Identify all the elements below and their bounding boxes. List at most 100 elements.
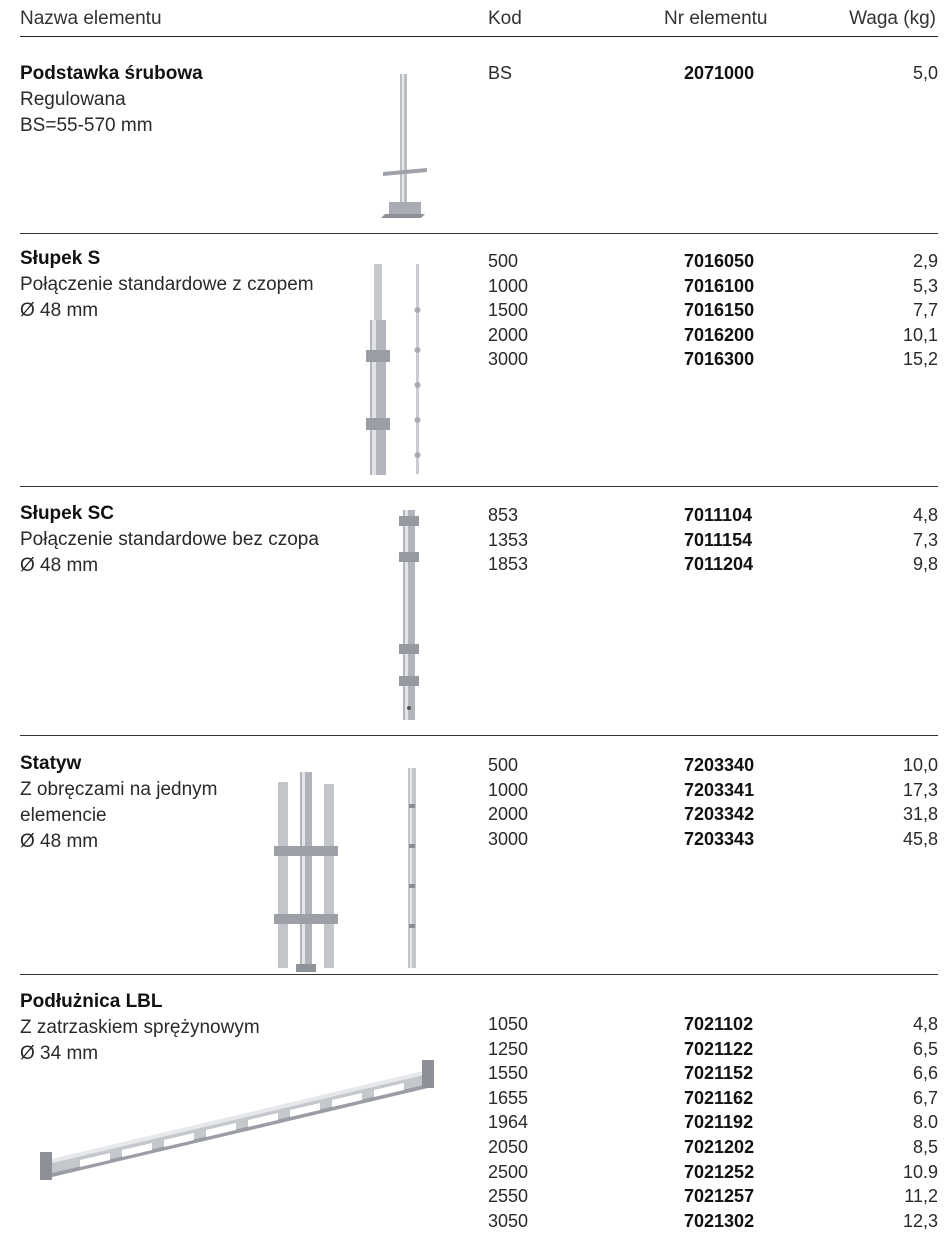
nr-cell: 7021302: [684, 1210, 755, 1231]
nr-cell: 7016050: [684, 251, 755, 271]
waga-cell: 4,8: [912, 1014, 938, 1034]
item-desc-line: Połączenie standardowe bez czopa: [20, 529, 319, 550]
waga-cell: 11,2: [904, 1186, 938, 1207]
item-slupek-sc: Słupek SC Połączenie standardowe bez czo…: [20, 501, 390, 579]
item-desc-line: Ø 48 mm: [20, 555, 99, 576]
item-slupek-s: Słupek S Połączenie standardowe z czopem…: [20, 246, 390, 324]
kod-cell: 1964: [488, 1112, 529, 1133]
kod-cell: 1050: [488, 1014, 529, 1034]
waga-cell: 17,3: [902, 779, 938, 800]
section-divider: [20, 974, 938, 975]
nr-cell: 7021202: [684, 1136, 755, 1157]
nr-cell: 7203340: [684, 755, 755, 775]
waga-cell: 12,3: [902, 1210, 938, 1231]
kod-cell: BS: [488, 63, 513, 83]
table-row: 1550 7021152 6,6: [488, 1061, 940, 1086]
kod-cell: 500: [488, 755, 519, 775]
kod-cell: 1000: [488, 275, 529, 296]
rows-podluznica: 1050 7021102 4,8 1250 7021122 6,5 1550 7…: [488, 1012, 940, 1233]
kod-cell: 3000: [488, 828, 529, 849]
waga-cell: 10,1: [902, 324, 938, 345]
item-desc-line: Ø 48 mm: [20, 831, 99, 852]
table-row: 1050 7021102 4,8: [488, 1012, 940, 1037]
item-desc-line: Ø 34 mm: [20, 1043, 99, 1064]
waga-cell: 6,6: [912, 1063, 938, 1084]
waga-cell: 6,5: [912, 1038, 938, 1059]
nr-cell: 7011104: [684, 505, 753, 525]
kod-cell: 1000: [488, 779, 529, 800]
item-podstawka: Podstawka śrubowa Regulowana BS=55-570 m…: [20, 61, 390, 139]
nr-cell: 7011154: [684, 529, 753, 550]
item-podluznica-lbl: Podłużnica LBL Z zatrzaskiem sprężynowym…: [20, 989, 390, 1067]
item-name: Statyw: [20, 753, 82, 774]
nr-cell: 7016100: [684, 275, 755, 296]
table-row: 1964 7021192 8.0: [488, 1110, 940, 1135]
table-row: 1000 7016100 5,3: [488, 274, 940, 299]
waga-cell: 5,0: [912, 63, 938, 83]
table-row: 853 7011104 4,8: [488, 503, 940, 528]
item-name: Słupek S: [20, 248, 101, 269]
table-row: 2050 7021202 8,5: [488, 1135, 940, 1160]
table-row: 2500 7021252 10.9: [488, 1160, 940, 1185]
waga-cell: 8.0: [912, 1112, 938, 1133]
kod-cell: 1500: [488, 300, 529, 321]
header-col-nr: Nr elementu: [664, 8, 768, 29]
waga-cell: 10.9: [902, 1161, 938, 1182]
nr-cell: 7203341: [684, 779, 755, 800]
waga-cell: 31,8: [902, 804, 938, 825]
kod-cell: 1550: [488, 1063, 529, 1084]
kod-cell: 3050: [488, 1210, 529, 1231]
table-row: 1000 7203341 17,3: [488, 778, 940, 803]
header-col-name: Nazwa elementu: [20, 8, 162, 29]
nr-cell: 7021152: [684, 1063, 754, 1084]
waga-cell: 45,8: [902, 828, 938, 849]
rows-slupek-sc: 853 7011104 4,8 1353 7011154 7,3 1853 70…: [488, 503, 940, 577]
item-name: Podstawka śrubowa: [20, 63, 203, 84]
standard-post-without-spigot-image: [394, 508, 424, 722]
table-row: BS 2071000 5,0: [488, 61, 940, 86]
standard-post-with-spigot-image: [360, 260, 440, 480]
ledger-lbl-image: [38, 1052, 438, 1182]
waga-cell: 2,9: [912, 251, 938, 271]
item-name: Słupek SC: [20, 503, 114, 524]
nr-cell: 7021192: [684, 1112, 754, 1133]
waga-cell: 5,3: [912, 275, 938, 296]
waga-cell: 9,8: [912, 554, 938, 575]
waga-cell: 7,3: [912, 529, 938, 550]
nr-cell: 7021162: [684, 1087, 754, 1108]
table-row: 3000 7016300 15,2: [488, 347, 940, 372]
table-row: 500 7016050 2,9: [488, 249, 940, 274]
nr-cell: 7016300: [684, 349, 755, 370]
nr-cell: 7021257: [684, 1186, 755, 1207]
section-divider: [20, 735, 938, 736]
item-desc-line: Z zatrzaskiem sprężynowym: [20, 1017, 260, 1038]
table-row: 3050 7021302 12,3: [488, 1209, 940, 1234]
table-row: 1655 7021162 6,7: [488, 1086, 940, 1111]
table-row: 1250 7021122 6,5: [488, 1037, 940, 1062]
item-desc-line: Regulowana: [20, 89, 126, 110]
nr-cell: 7021122: [684, 1038, 754, 1059]
header-col-kod: Kod: [488, 8, 522, 29]
kod-cell: 500: [488, 251, 519, 271]
kod-cell: 853: [488, 505, 519, 525]
tripod-post-image: [272, 764, 442, 974]
item-desc-line: Połączenie standardowe z czopem: [20, 274, 314, 295]
nr-cell: 7016150: [684, 300, 755, 321]
nr-cell: 7016200: [684, 324, 755, 345]
kod-cell: 2000: [488, 324, 529, 345]
table-row: 2000 7203342 31,8: [488, 802, 940, 827]
section-divider: [20, 233, 938, 234]
item-desc-line: BS=55-570 mm: [20, 115, 153, 136]
nr-cell: 7203342: [684, 804, 755, 825]
kod-cell: 1250: [488, 1038, 529, 1059]
rows-slupek-s: 500 7016050 2,9 1000 7016100 5,3 1500 70…: [488, 249, 940, 372]
nr-cell: 7021102: [684, 1014, 754, 1034]
waga-cell: 8,5: [912, 1136, 938, 1157]
nr-cell: 7011204: [684, 554, 754, 575]
kod-cell: 2000: [488, 804, 529, 825]
table-row: 1853 7011204 9,8: [488, 552, 940, 577]
item-desc-line: Z obręczami na jednym: [20, 779, 218, 800]
kod-cell: 2050: [488, 1136, 529, 1157]
item-desc-line: elemencie: [20, 805, 107, 826]
waga-cell: 10,0: [902, 755, 938, 775]
